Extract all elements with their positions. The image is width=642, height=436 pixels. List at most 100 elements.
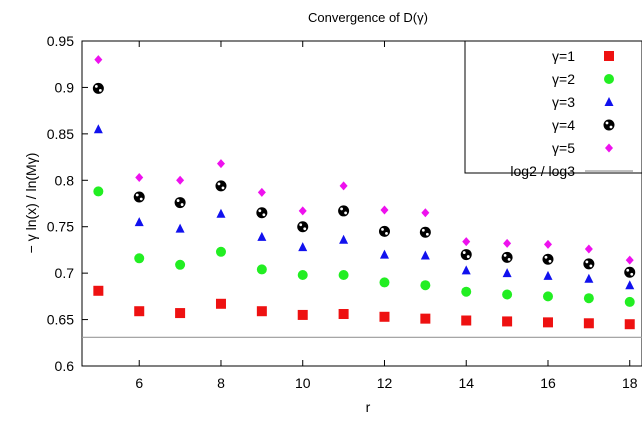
data-point-series-2: [175, 259, 186, 270]
x-tick-label: 10: [295, 375, 311, 391]
y-tick-label: 0.8: [55, 172, 75, 188]
data-point-series-4: [297, 221, 309, 233]
data-point-series-4: [133, 191, 145, 203]
data-point-series-2: [583, 293, 594, 304]
data-point-series-4: [419, 226, 431, 238]
plot-area: [81, 40, 642, 367]
data-point-series-2: [461, 286, 472, 297]
data-point-series-1: [175, 308, 186, 319]
y-axis-title: − γ ln(x) / ln(Mγ): [23, 153, 39, 254]
y-tick-label: 0.65: [47, 312, 74, 328]
data-point-series-2: [624, 296, 635, 307]
legend-swatch: [603, 119, 615, 131]
data-point-series-3: [339, 234, 349, 244]
data-point-series-1: [215, 298, 226, 309]
data-point-series-5: [339, 181, 348, 191]
data-point-series-5: [503, 238, 512, 248]
data-point-series-5: [462, 237, 471, 247]
x-tick-label: 16: [540, 375, 556, 391]
data-point-series-4: [624, 266, 636, 278]
legend-label: γ=3: [552, 94, 575, 110]
legend-swatch: [604, 97, 614, 106]
data-point-series-1: [297, 309, 308, 320]
x-tick-label: 6: [135, 375, 143, 391]
data-point-series-2: [297, 270, 308, 280]
data-point-series-1: [379, 311, 390, 322]
data-point-series-3: [134, 217, 144, 227]
data-point-series-3: [543, 270, 553, 280]
data-point-series-4: [92, 82, 104, 94]
data-point-series-4: [338, 205, 350, 217]
data-point-series-4: [256, 207, 268, 219]
data-point-series-5: [421, 208, 430, 218]
data-point-series-3: [502, 268, 512, 278]
data-point-series-4: [215, 180, 227, 192]
data-point-series-4: [542, 253, 554, 265]
legend-label: γ=2: [552, 71, 575, 87]
data-point-series-2: [215, 246, 226, 257]
x-tick-label: 12: [377, 375, 393, 391]
data-point-series-4: [378, 225, 390, 237]
y-tick-label: 0.7: [55, 265, 75, 281]
legend-label: γ=4: [552, 117, 575, 133]
data-point-series-3: [175, 223, 185, 233]
data-point-series-2: [502, 289, 513, 300]
data-point-series-2: [338, 270, 349, 280]
legend: γ=1 γ=2 γ=3 γ=4 γ=5 log2 / log3: [464, 40, 642, 179]
data-point-series-3: [257, 231, 267, 241]
legend-swatch: [604, 74, 614, 84]
data-point-series-5: [625, 255, 634, 265]
data-point-series-5: [216, 159, 225, 169]
data-point-series-5: [298, 206, 307, 216]
data-point-series-1: [624, 319, 635, 330]
data-point-series-3: [379, 249, 389, 259]
chart-title: Convergence of D(γ): [308, 10, 428, 25]
data-point-series-1: [256, 306, 267, 317]
legend-swatch: [605, 143, 613, 153]
data-point-series-5: [94, 55, 103, 65]
data-point-series-3: [298, 242, 308, 252]
legend-box: [464, 40, 642, 174]
y-tick-label: 0.95: [47, 33, 74, 49]
data-point-series-3: [625, 280, 635, 290]
y-tick-label: 0.6: [55, 358, 75, 374]
data-point-series-5: [257, 187, 266, 197]
data-point-series-1: [338, 309, 349, 319]
data-point-series-5: [543, 239, 552, 249]
data-point-series-2: [93, 186, 104, 197]
data-point-series-1: [542, 317, 553, 328]
y-tick-label: 0.75: [47, 219, 74, 235]
data-point-series-5: [176, 175, 185, 185]
data-point-series-5: [135, 173, 144, 182]
x-tick-label: 18: [622, 375, 638, 391]
legend-items: γ=1 γ=2 γ=3 γ=4 γ=5 log2 / log3: [510, 48, 633, 179]
data-point-series-1: [134, 306, 145, 317]
x-axis-title: r: [366, 399, 371, 415]
legend-swatch: [604, 51, 614, 61]
x-tick-label: 14: [458, 375, 474, 391]
legend-label: γ=1: [552, 48, 575, 64]
data-points: [92, 55, 636, 330]
data-point-series-1: [420, 313, 431, 324]
data-point-series-3: [420, 250, 430, 260]
data-point-series-2: [420, 280, 431, 291]
data-point-series-2: [542, 291, 553, 302]
data-point-series-4: [460, 249, 472, 261]
data-point-series-1: [502, 316, 513, 327]
data-point-series-1: [461, 315, 472, 326]
data-point-series-5: [584, 244, 593, 254]
data-point-series-4: [174, 197, 186, 209]
data-point-series-3: [93, 124, 103, 134]
data-point-series-3: [461, 265, 471, 275]
legend-label: log2 / log3: [510, 163, 575, 179]
data-point-series-1: [583, 318, 594, 329]
data-point-series-5: [380, 205, 389, 215]
data-point-series-3: [216, 208, 226, 218]
y-tick-label: 0.9: [55, 79, 75, 95]
data-point-series-1: [93, 285, 104, 296]
x-tick-label: 8: [217, 375, 225, 391]
legend-label: γ=5: [552, 140, 575, 156]
axis-ticks: 6 8 10 12 14 16 18 0.6 0.65 0.7 0.75 0.8 0.85 0.9 0.95: [47, 33, 638, 391]
y-tick-label: 0.85: [47, 126, 74, 142]
